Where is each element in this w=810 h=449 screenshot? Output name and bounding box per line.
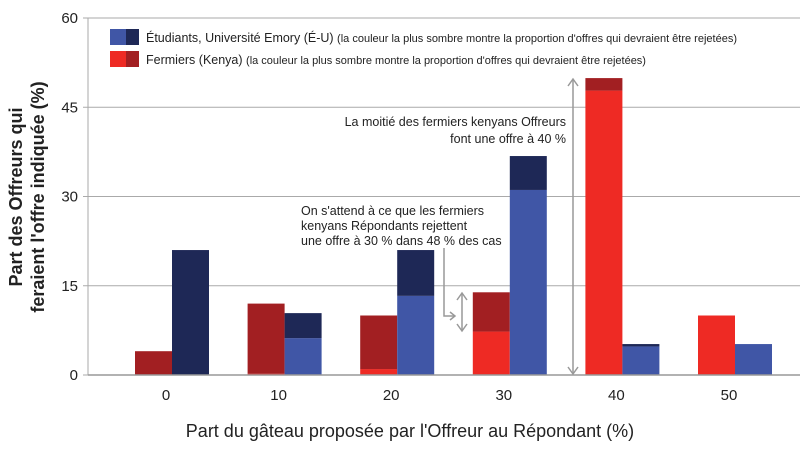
bar-students-accepted-10 [284, 338, 322, 375]
x-tick-label: 10 [270, 387, 287, 404]
annotation-30-line2: kenyans Répondants rejettent [301, 219, 468, 233]
annotation-30-line3: une offre à 30 % dans 48 % des cas [301, 234, 502, 248]
bar-farmers-rejected-10 [247, 303, 285, 374]
bar-students-rejected-10 [284, 313, 322, 339]
y-tick-label: 15 [61, 278, 78, 295]
x-tick-label: 50 [721, 387, 738, 404]
legend: Étudiants, Université Emory (É-U) (la co… [110, 29, 737, 67]
bar-farmers-accepted-40 [585, 90, 623, 375]
bar-students-rejected-0 [172, 250, 209, 375]
bar-students-rejected-40 [622, 344, 660, 347]
bar-farmers-accepted-20 [360, 369, 398, 375]
bar-farmers-rejected-40 [585, 78, 623, 91]
y-tick-label: 0 [70, 367, 78, 384]
legend-students: Étudiants, Université Emory (É-U) (la co… [146, 30, 737, 45]
bar-students-accepted-40 [622, 346, 660, 375]
x-tick-label: 0 [162, 387, 170, 404]
y-tick-label: 60 [61, 10, 78, 27]
annotation-40-line2: font une offre à 40 % [450, 132, 566, 146]
bar-farmers-rejected-20 [360, 315, 398, 370]
x-tick-label: 40 [608, 387, 625, 404]
bar-farmers-accepted-50 [698, 315, 735, 375]
bar-students-rejected-20 [397, 250, 435, 296]
x-tick-label: 20 [383, 387, 400, 404]
bar-students-accepted-20 [397, 295, 435, 375]
bar-farmers-rejected-30 [472, 292, 510, 332]
y-tick-label: 30 [61, 189, 78, 206]
bar-farmers-accepted-30 [472, 331, 510, 375]
annotation-40-line1: La moitié des fermiers kenyans Offreurs [345, 115, 566, 129]
x-axis-label: Part du gâteau proposée par l'Offreur au… [186, 421, 634, 441]
bar-students-rejected-30 [509, 156, 547, 190]
legend-farmers: Fermiers (Kenya) (la couleur la plus som… [146, 53, 646, 67]
bar-students-accepted-50 [735, 344, 772, 375]
bar-students-accepted-30 [509, 189, 547, 375]
annotation-30-line1: On s'attend à ce que les fermiers [301, 204, 484, 218]
x-tick-label: 30 [495, 387, 512, 404]
y-tick-label: 45 [61, 99, 78, 116]
bar-farmers-rejected-0 [135, 351, 172, 375]
y-axis-label-line1: Part des Offreurs qui [6, 107, 26, 286]
annotation-pointer [443, 248, 454, 317]
y-axis-label-line2: feraient l'offre indiquée (%) [28, 81, 48, 312]
